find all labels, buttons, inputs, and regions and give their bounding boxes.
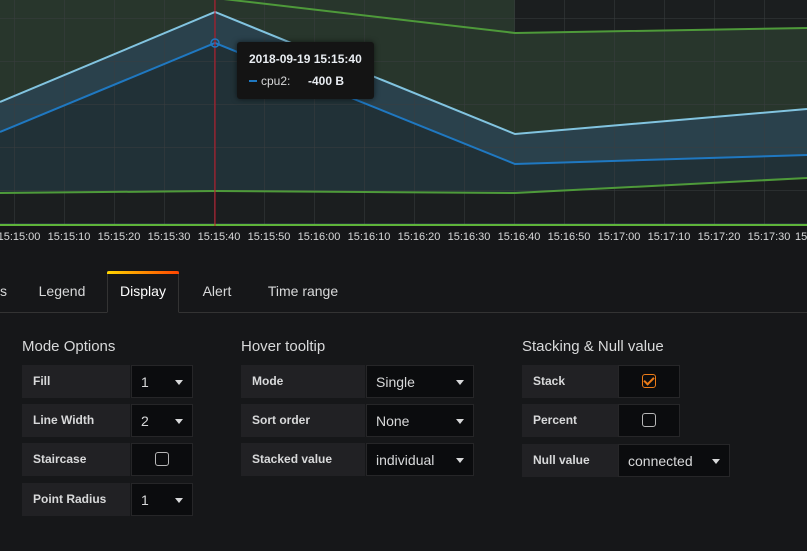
null-value-select[interactable]: connected	[618, 444, 730, 477]
hover-tooltip-title: Hover tooltip	[241, 338, 326, 355]
tooltip-mode-select[interactable]: Single	[366, 365, 474, 398]
editor-tab-bar: s Legend Display Alert Time range	[0, 271, 807, 313]
x-axis-tick-label: 15:16:20	[397, 231, 441, 243]
line-width-select[interactable]: 2	[131, 404, 193, 437]
stack-checkbox[interactable]	[618, 365, 680, 398]
series-green-top-line	[223, 0, 807, 35]
tab-display[interactable]: Display	[107, 271, 179, 313]
fill-select[interactable]: 1	[131, 365, 193, 398]
x-axis-tick-label: 15:16:00	[297, 231, 341, 243]
checkbox-checked-icon	[642, 374, 656, 388]
series-blue-line	[0, 41, 807, 166]
x-axis-tick-label: 15:17:10	[647, 231, 691, 243]
x-axis-tick-label: 15:	[795, 231, 807, 243]
checkbox-icon	[642, 413, 656, 427]
tab-axes[interactable]: s	[0, 283, 7, 299]
chevron-down-icon	[456, 458, 464, 463]
x-axis-tick-label: 15:16:40	[497, 231, 541, 243]
tooltip-mode-value: Single	[376, 374, 415, 390]
x-axis-tick-label: 15:15:40	[197, 231, 241, 243]
stack-label: Stack	[522, 365, 618, 398]
stacked-value-value: individual	[376, 452, 435, 468]
null-value-value: connected	[628, 453, 693, 469]
chevron-down-icon	[456, 380, 464, 385]
x-axis-tick-label: 15:15:10	[47, 231, 91, 243]
point-radius-select[interactable]: 1	[131, 483, 193, 516]
point-radius-label: Point Radius	[22, 483, 130, 516]
sort-order-select[interactable]: None	[366, 404, 474, 437]
grid-lines	[0, 0, 807, 226]
line-width-value: 2	[141, 413, 149, 429]
tab-legend[interactable]: Legend	[38, 283, 86, 299]
x-axis-tick-label: 15:15:50	[247, 231, 291, 243]
tab-alert[interactable]: Alert	[202, 283, 232, 299]
null-value-label: Null value	[522, 444, 618, 477]
hover-tooltip: 2018-09-19 15:15:40 cpu2: -400 B	[237, 42, 374, 99]
stacking-null-title: Stacking & Null value	[522, 338, 664, 355]
tooltip-series-value: -400 B	[308, 74, 345, 88]
x-axis-tick-label: 15:17:20	[697, 231, 741, 243]
chevron-down-icon	[175, 419, 183, 424]
x-axis-tick-label: 15:15:20	[97, 231, 141, 243]
hover-point-marker	[210, 38, 220, 48]
tooltip-series-name: cpu2:	[261, 74, 291, 88]
staircase-label: Staircase	[22, 443, 130, 476]
tooltip-time: 2018-09-19 15:15:40	[249, 52, 362, 66]
fill-value: 1	[141, 374, 149, 390]
series-green-bottom-line	[0, 177, 807, 195]
x-axis-tick-label: 15:16:30	[447, 231, 491, 243]
point-radius-value: 1	[141, 492, 149, 508]
graph-panel[interactable]	[0, 0, 807, 226]
x-axis-tick-label: 15:17:00	[597, 231, 641, 243]
line-width-label: Line Width	[22, 404, 130, 437]
chevron-down-icon	[712, 459, 720, 464]
chevron-down-icon	[175, 498, 183, 503]
chevron-down-icon	[175, 380, 183, 385]
sort-order-value: None	[376, 413, 410, 429]
percent-label: Percent	[522, 404, 618, 437]
graph-canvas[interactable]	[0, 0, 807, 226]
tab-time-range[interactable]: Time range	[267, 283, 339, 299]
x-axis-tick-label: 15:15:00	[0, 231, 41, 243]
x-axis-tick-label: 15:16:50	[547, 231, 591, 243]
x-axis-tick-label: 15:16:10	[347, 231, 391, 243]
x-axis-tick-label: 15:15:30	[147, 231, 191, 243]
mode-label: Mode	[241, 365, 365, 398]
stacked-value-label: Stacked value	[241, 443, 365, 476]
sort-order-label: Sort order	[241, 404, 365, 437]
stacked-value-select[interactable]: individual	[366, 443, 474, 476]
percent-checkbox[interactable]	[618, 404, 680, 437]
fill-label: Fill	[22, 365, 130, 398]
checkbox-icon	[155, 452, 169, 466]
tooltip-series-swatch	[249, 80, 257, 82]
x-axis-tick-label: 15:17:30	[747, 231, 791, 243]
staircase-checkbox[interactable]	[131, 443, 193, 476]
mode-options-title: Mode Options	[22, 338, 116, 355]
chevron-down-icon	[456, 419, 464, 424]
